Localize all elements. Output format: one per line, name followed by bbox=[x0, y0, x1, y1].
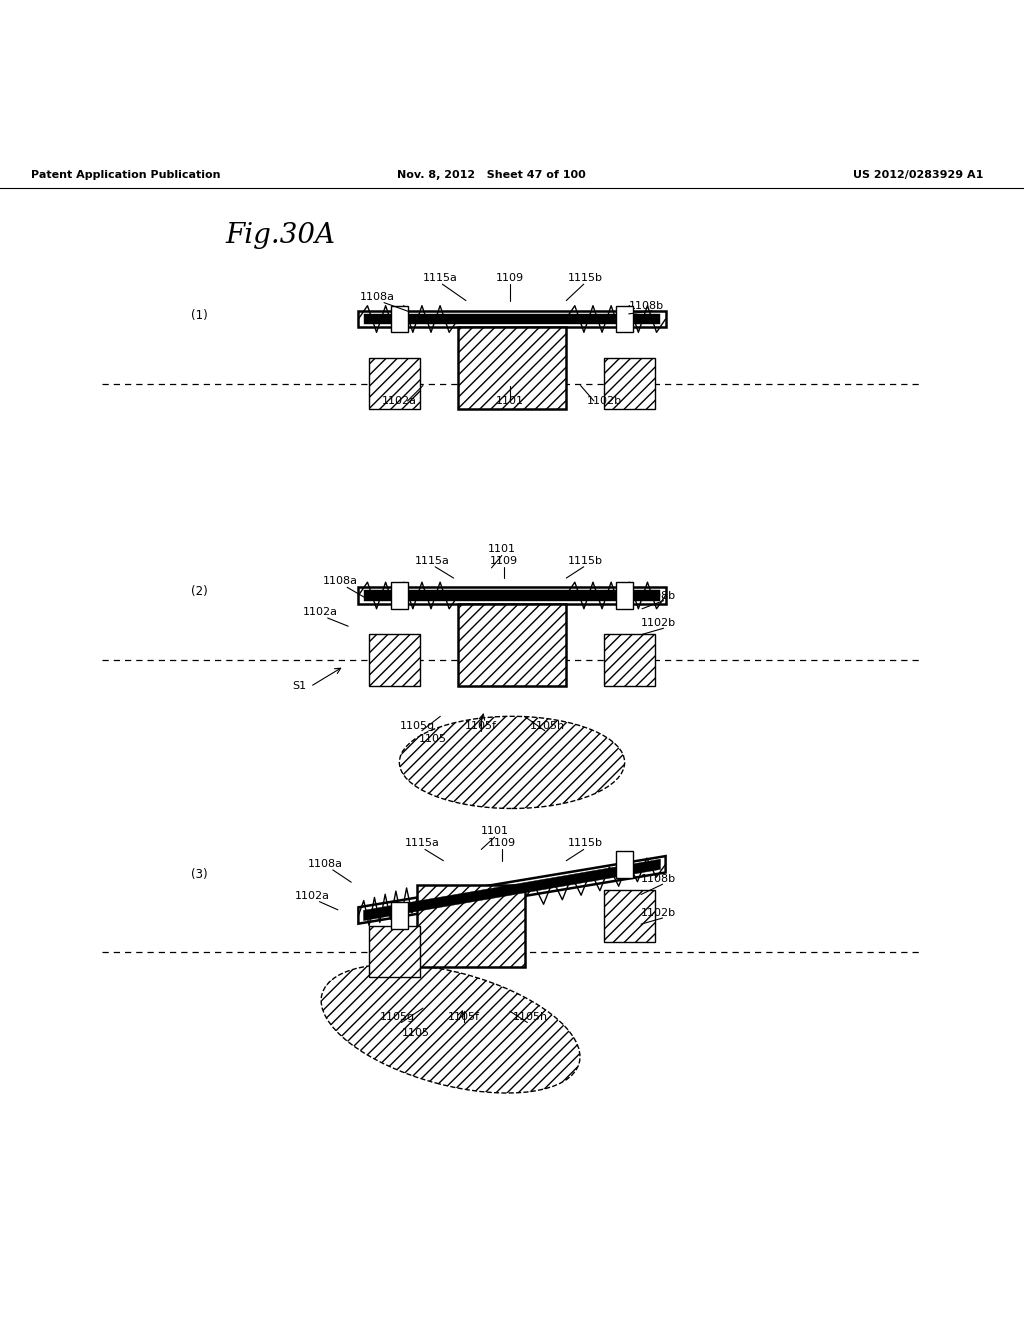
Bar bbox=[358, 587, 666, 603]
Ellipse shape bbox=[322, 964, 580, 1093]
Text: (3): (3) bbox=[191, 869, 208, 882]
Bar bbox=[391, 902, 408, 929]
Bar bbox=[459, 327, 565, 409]
Polygon shape bbox=[358, 857, 666, 924]
Text: 1115a: 1115a bbox=[404, 838, 439, 849]
Text: 1108a: 1108a bbox=[323, 577, 357, 586]
Text: 1105: 1105 bbox=[401, 1028, 430, 1038]
Text: 1115b: 1115b bbox=[568, 838, 603, 849]
Text: 1102a: 1102a bbox=[382, 396, 417, 407]
Text: 1102b: 1102b bbox=[641, 908, 676, 917]
Text: 1115b: 1115b bbox=[568, 273, 603, 282]
Bar bbox=[604, 635, 655, 685]
Text: 1108b: 1108b bbox=[641, 874, 676, 884]
Text: S1: S1 bbox=[292, 681, 306, 690]
Text: 1102b: 1102b bbox=[587, 396, 622, 407]
Bar bbox=[358, 310, 666, 327]
Text: 1115b: 1115b bbox=[568, 556, 603, 566]
Text: 1101: 1101 bbox=[480, 826, 509, 836]
Text: Fig.30A: Fig.30A bbox=[225, 222, 335, 248]
Bar bbox=[369, 635, 420, 685]
Text: 1105: 1105 bbox=[419, 734, 447, 744]
Text: 1105f: 1105f bbox=[465, 721, 498, 730]
Text: 1108a: 1108a bbox=[359, 292, 394, 301]
Ellipse shape bbox=[399, 717, 625, 808]
Bar bbox=[604, 891, 655, 941]
Bar bbox=[391, 306, 408, 333]
Text: 1102b: 1102b bbox=[641, 618, 676, 628]
Bar bbox=[459, 603, 565, 685]
Text: 1115a: 1115a bbox=[415, 556, 450, 566]
Bar bbox=[616, 851, 633, 878]
Text: 1108b: 1108b bbox=[641, 590, 676, 601]
Text: 1105h: 1105h bbox=[513, 1012, 548, 1023]
Text: 1102a: 1102a bbox=[303, 607, 338, 616]
Polygon shape bbox=[364, 859, 660, 920]
Text: Nov. 8, 2012   Sheet 47 of 100: Nov. 8, 2012 Sheet 47 of 100 bbox=[397, 170, 586, 180]
Text: 1108a: 1108a bbox=[308, 859, 343, 869]
Text: 1102a: 1102a bbox=[295, 891, 330, 900]
Text: 1101: 1101 bbox=[496, 396, 524, 407]
Text: (2): (2) bbox=[191, 586, 208, 598]
Text: (1): (1) bbox=[191, 309, 208, 322]
Text: 1105g: 1105g bbox=[380, 1012, 415, 1023]
Bar bbox=[364, 590, 660, 601]
Bar bbox=[369, 358, 420, 409]
Text: 1115a: 1115a bbox=[423, 273, 458, 282]
Text: 1105f: 1105f bbox=[447, 1012, 480, 1023]
Text: Patent Application Publication: Patent Application Publication bbox=[31, 170, 220, 180]
Bar bbox=[391, 582, 408, 609]
Text: 1109: 1109 bbox=[489, 556, 518, 566]
Bar bbox=[616, 582, 633, 609]
Text: 1101: 1101 bbox=[487, 544, 516, 554]
Text: 1105h: 1105h bbox=[530, 721, 565, 730]
Bar bbox=[369, 927, 420, 977]
Text: 1109: 1109 bbox=[487, 838, 516, 849]
Bar bbox=[364, 314, 660, 325]
Text: 1109: 1109 bbox=[496, 273, 524, 282]
Bar bbox=[616, 306, 633, 333]
Text: US 2012/0283929 A1: US 2012/0283929 A1 bbox=[853, 170, 983, 180]
Text: 1105g: 1105g bbox=[400, 721, 435, 730]
Bar bbox=[418, 886, 525, 968]
Bar bbox=[604, 358, 655, 409]
Text: 1108b: 1108b bbox=[629, 301, 664, 310]
